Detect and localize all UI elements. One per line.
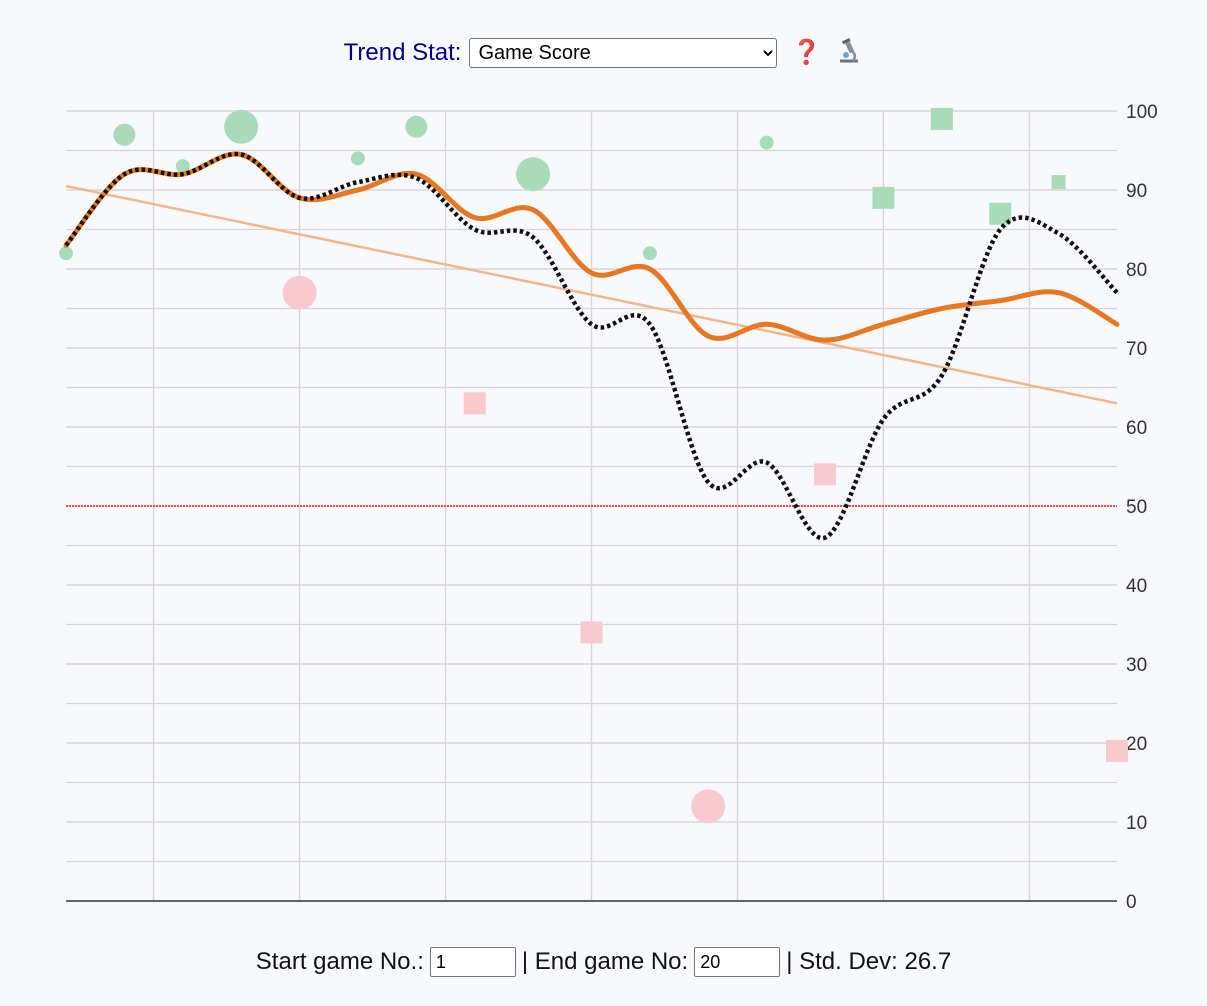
y-tick-label: 60 bbox=[1126, 418, 1147, 439]
trend-chart: 0 10 20 30 40 50 60 70 80 90 100 bbox=[59, 102, 1158, 913]
question-mark-icon[interactable]: ❓ bbox=[791, 39, 822, 66]
end-game-label: | End game No: bbox=[521, 948, 689, 975]
y-tick-label: 30 bbox=[1126, 655, 1147, 676]
game-marker-16[interactable] bbox=[930, 107, 953, 130]
game-marker-9[interactable] bbox=[516, 157, 551, 192]
game-marker-17[interactable] bbox=[989, 202, 1012, 225]
game-marker-13[interactable] bbox=[759, 135, 774, 150]
y-tick-label: 0 bbox=[1126, 892, 1137, 913]
game-marker-6[interactable] bbox=[350, 151, 365, 166]
game-markers bbox=[59, 107, 1128, 824]
start-game-label: Start game No.: bbox=[255, 948, 424, 975]
game-marker-10[interactable] bbox=[580, 621, 603, 644]
y-axis: 0 10 20 30 40 50 60 70 80 90 100 bbox=[1126, 102, 1158, 913]
std-dev-text: | Std. Dev: 26.7 bbox=[786, 948, 952, 975]
game-marker-3[interactable] bbox=[175, 159, 190, 174]
y-tick-label: 10 bbox=[1126, 813, 1147, 834]
y-tick-label: 80 bbox=[1126, 260, 1147, 281]
trend-stat-select[interactable]: Game Score bbox=[469, 38, 778, 68]
game-marker-12[interactable] bbox=[691, 789, 726, 824]
y-tick-label: 90 bbox=[1126, 181, 1147, 202]
game-marker-18[interactable] bbox=[1051, 175, 1066, 190]
range-controls: Start game No.: | End game No: | Std. De… bbox=[0, 944, 1207, 980]
game-marker-11[interactable] bbox=[642, 246, 657, 261]
start-game-input[interactable] bbox=[429, 947, 516, 977]
microscope-icon[interactable] bbox=[835, 37, 863, 70]
raw-score-line bbox=[64, 151, 1119, 540]
y-tick-label: 70 bbox=[1126, 339, 1147, 360]
trend-stat-controls: Trend Stat: Game Score ❓ bbox=[0, 36, 1207, 70]
regression-line bbox=[65, 184, 1118, 405]
y-tick-label: 50 bbox=[1126, 497, 1147, 518]
y-tick-label: 20 bbox=[1126, 734, 1147, 755]
trend-stat-label: Trend Stat: bbox=[343, 39, 462, 66]
game-marker-5[interactable] bbox=[282, 275, 317, 310]
game-marker-2[interactable] bbox=[113, 123, 136, 146]
y-tick-label: 100 bbox=[1126, 102, 1158, 123]
end-game-input[interactable] bbox=[694, 947, 781, 977]
y-tick-label: 40 bbox=[1126, 576, 1147, 597]
game-marker-15[interactable] bbox=[872, 186, 895, 209]
game-marker-4[interactable] bbox=[224, 109, 259, 144]
game-marker-19[interactable] bbox=[1106, 739, 1128, 762]
game-marker-14[interactable] bbox=[814, 463, 837, 486]
game-marker-1[interactable] bbox=[59, 246, 73, 261]
game-marker-7[interactable] bbox=[405, 115, 428, 138]
game-marker-8[interactable] bbox=[463, 392, 486, 415]
